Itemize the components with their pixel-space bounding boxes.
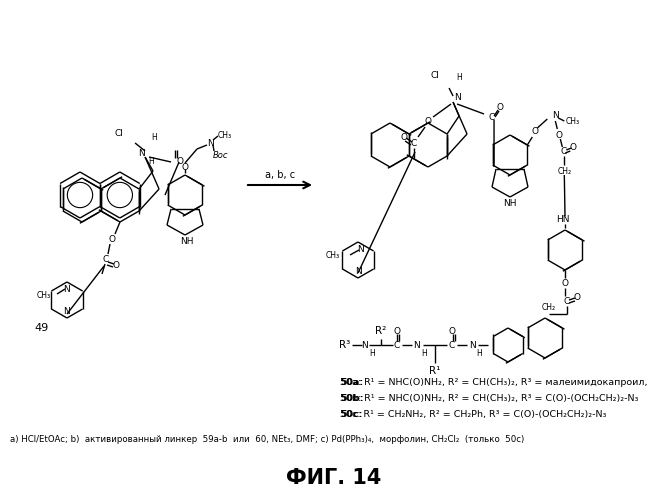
Text: O: O (532, 128, 539, 136)
Text: NH: NH (503, 198, 517, 207)
Text: H: H (369, 348, 375, 358)
Text: 50b: R¹ = NHC(O)NH₂, R² = CH(CH₃)₂, R³ = C(O)-(OCH₂CH₂)₂-N₃: 50b: R¹ = NHC(O)NH₂, R² = CH(CH₃)₂, R³ =… (340, 394, 638, 403)
Text: C: C (560, 148, 566, 156)
Text: 50c:: 50c: (340, 410, 362, 419)
Text: C: C (103, 256, 109, 264)
Text: 50a: R¹ = NHC(O)NH₂, R² = CH(CH₃)₂, R³ = малеимидокапроил,: 50a: R¹ = NHC(O)NH₂, R² = CH(CH₃)₂, R³ =… (340, 378, 648, 387)
Text: Boc: Boc (213, 150, 229, 160)
Text: O: O (496, 104, 504, 112)
Text: C: C (394, 340, 400, 349)
Text: H: H (148, 156, 154, 166)
Text: N: N (469, 340, 476, 349)
Text: C: C (564, 298, 570, 306)
Text: O: O (574, 294, 580, 302)
Text: N: N (414, 340, 420, 349)
Text: NH: NH (180, 236, 193, 246)
Text: ФИГ. 14: ФИГ. 14 (286, 468, 381, 488)
Text: O: O (177, 158, 183, 166)
Text: R¹: R¹ (430, 366, 441, 376)
Text: CH₂: CH₂ (542, 304, 556, 312)
Text: R³: R³ (340, 340, 351, 350)
Text: HN: HN (556, 216, 570, 224)
Text: N: N (207, 138, 213, 147)
Text: CH₃: CH₃ (218, 130, 232, 140)
Text: O: O (562, 280, 568, 288)
Text: N: N (454, 94, 460, 102)
Text: O: O (425, 118, 432, 126)
Text: O: O (556, 130, 563, 140)
Text: N: N (355, 266, 362, 276)
Text: N: N (362, 340, 368, 349)
Text: Cl: Cl (115, 128, 123, 138)
Text: CH₃: CH₃ (566, 116, 580, 126)
Text: H: H (456, 74, 462, 82)
Text: H: H (421, 348, 427, 358)
Text: C: C (411, 140, 417, 148)
Text: H: H (476, 348, 482, 358)
Text: 50b:: 50b: (340, 394, 364, 403)
Text: N: N (137, 148, 145, 158)
Text: Cl: Cl (431, 72, 440, 80)
Text: 49: 49 (35, 323, 49, 333)
Text: a) HCl/EtOAc; b)  активированный линкер  59a-b  или  60, NEt₃, DMF; c) Pd(PPh₃)₄: a) HCl/EtOAc; b) активированный линкер 5… (10, 435, 524, 444)
Text: C: C (489, 114, 495, 122)
Text: N: N (357, 246, 364, 254)
Text: O: O (394, 328, 400, 336)
Text: O: O (448, 328, 456, 336)
Text: N: N (63, 308, 71, 316)
Text: a, b, c: a, b, c (265, 170, 295, 180)
Text: O: O (401, 134, 408, 142)
Text: CH₃: CH₃ (37, 292, 51, 300)
Text: CH₂: CH₂ (557, 166, 572, 175)
Text: O: O (570, 144, 577, 152)
Text: N: N (552, 110, 559, 120)
Text: O: O (181, 162, 189, 172)
Text: O: O (113, 262, 119, 270)
Text: 50a:: 50a: (340, 378, 363, 387)
Text: N: N (63, 284, 71, 294)
Text: 50c: R¹ = CH₂NH₂, R² = CH₂Ph, R³ = C(O)-(OCH₂CH₂)₂-N₃: 50c: R¹ = CH₂NH₂, R² = CH₂Ph, R³ = C(O)-… (340, 410, 606, 419)
Text: O: O (109, 236, 115, 244)
Text: R²: R² (376, 326, 387, 336)
Text: CH₃: CH₃ (326, 252, 340, 260)
Text: C: C (449, 340, 455, 349)
Text: H: H (151, 132, 157, 141)
